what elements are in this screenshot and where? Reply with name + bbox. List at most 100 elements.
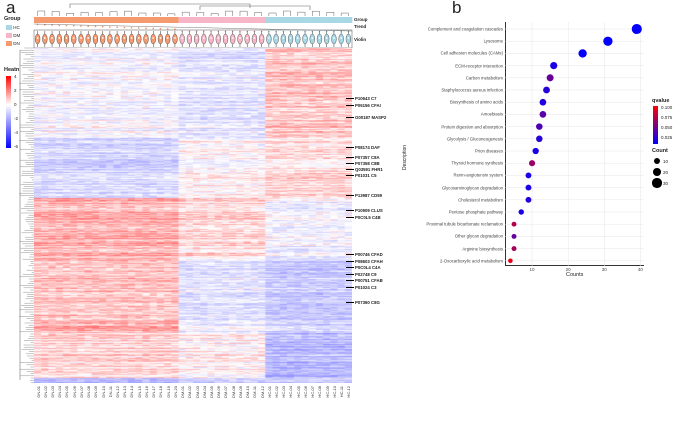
protein-label: O00187 MASP2	[346, 115, 386, 121]
group-bar-cell	[77, 17, 85, 23]
count-size-dot	[653, 168, 661, 176]
group-legend-item: DN	[6, 41, 20, 47]
dot-16	[511, 221, 517, 227]
violin-median	[325, 37, 328, 39]
violin	[63, 33, 70, 45]
violin	[237, 33, 243, 45]
panel-b-letter: b	[452, 0, 462, 17]
track-label-violin: Violin	[354, 37, 367, 42]
group-bar-cell	[62, 17, 71, 23]
dendrogram-branch	[138, 12, 147, 16]
group-legend-label: HC	[13, 25, 20, 30]
qvalue-legend: qvalue 0.100 0.075 0.050 0.025	[652, 98, 672, 144]
violin	[215, 33, 221, 45]
x-axis-label: Counts	[566, 272, 584, 278]
violin	[287, 33, 294, 45]
dot-17	[511, 233, 517, 239]
violin	[194, 33, 200, 45]
group-bar-cell	[55, 17, 64, 23]
trend-point	[65, 24, 68, 27]
violin	[150, 33, 156, 45]
group-bar-cell	[99, 17, 107, 23]
trend-point	[116, 26, 119, 29]
violin-median	[65, 37, 68, 39]
dot-10	[532, 147, 539, 155]
group-bar-cell	[106, 17, 114, 23]
trend-point	[87, 25, 90, 28]
dot-7	[539, 111, 547, 118]
dendrogram-branch	[181, 11, 190, 16]
violin-median	[333, 37, 335, 39]
group-bar-cell	[48, 17, 56, 23]
group-bar-cell	[286, 17, 295, 23]
violin-median	[145, 37, 147, 39]
pathway-label: Arginine biosynthesis	[462, 246, 503, 252]
violin	[201, 33, 207, 45]
trend-point	[145, 27, 147, 30]
group-bar-cell	[149, 17, 158, 23]
heatmap-legend-tick: -6	[14, 144, 19, 149]
protein-label: P02748 C9	[346, 272, 377, 278]
protein-label: P10909 CLUS	[346, 208, 383, 214]
dot-3	[550, 62, 558, 70]
violin	[136, 33, 142, 45]
violin-median	[253, 37, 256, 39]
group-legend: Group HC DM DN	[4, 16, 21, 47]
qvalue-tick: 0.050	[661, 125, 673, 130]
violin	[100, 33, 106, 45]
violin-median	[202, 37, 205, 39]
violin-median	[174, 37, 176, 39]
dot-11	[529, 160, 536, 167]
violin-median	[296, 37, 299, 39]
group-bar-cell	[171, 17, 179, 23]
dot-13	[525, 184, 532, 191]
trend-point	[174, 28, 176, 31]
violin-median	[217, 37, 220, 39]
dot-19	[508, 258, 513, 264]
group-legend-label: DN	[13, 41, 20, 46]
pathway-label: Staphylococcus aureus infection	[441, 87, 503, 93]
violin	[121, 33, 127, 45]
violin-median	[116, 37, 119, 39]
violin-median	[267, 37, 270, 39]
violin	[71, 33, 77, 45]
trend-point	[166, 28, 169, 30]
group-bar-cell	[135, 17, 143, 23]
dotplot-area	[505, 22, 644, 266]
group-bar-cell	[127, 17, 136, 23]
violin	[92, 33, 99, 45]
violin	[230, 33, 236, 45]
group-bar-cell	[214, 17, 223, 23]
protein-label: P08603 CFAH	[346, 259, 383, 265]
violin	[280, 33, 286, 45]
group-bar-cell	[34, 17, 42, 23]
protein-label: Q03591 FHR1	[346, 167, 383, 173]
dendrogram-branch	[225, 10, 233, 16]
dendrogram-branch	[268, 12, 277, 16]
group-bar-cell	[272, 17, 281, 23]
group-bar-cell	[337, 17, 346, 23]
group-bar-cell	[258, 17, 266, 23]
x-tick-label: 40	[637, 267, 643, 272]
count-legend-item: 20	[652, 167, 676, 177]
group-bar-cell	[113, 17, 122, 23]
violin-median	[195, 37, 198, 39]
y-axis-label: Description	[402, 144, 408, 170]
count-size-dot	[653, 157, 661, 165]
violin-median	[80, 37, 82, 39]
pathway-label: Amoebiasis	[480, 111, 503, 117]
protein-label: P07360 C8G	[346, 300, 380, 306]
group-bar-cell	[142, 17, 150, 23]
violin	[35, 33, 41, 45]
group-bar-cell	[178, 17, 187, 23]
dot-5	[543, 86, 550, 94]
dot-2	[578, 49, 587, 58]
group-bar-cell	[279, 17, 288, 23]
dot-14	[525, 196, 532, 203]
group-bar-cell	[236, 17, 244, 23]
trend-point	[80, 25, 82, 27]
group-legend-title: Group	[4, 16, 21, 22]
violin-median	[101, 37, 104, 39]
violin-median	[58, 37, 61, 39]
trend-line	[33, 23, 353, 32]
